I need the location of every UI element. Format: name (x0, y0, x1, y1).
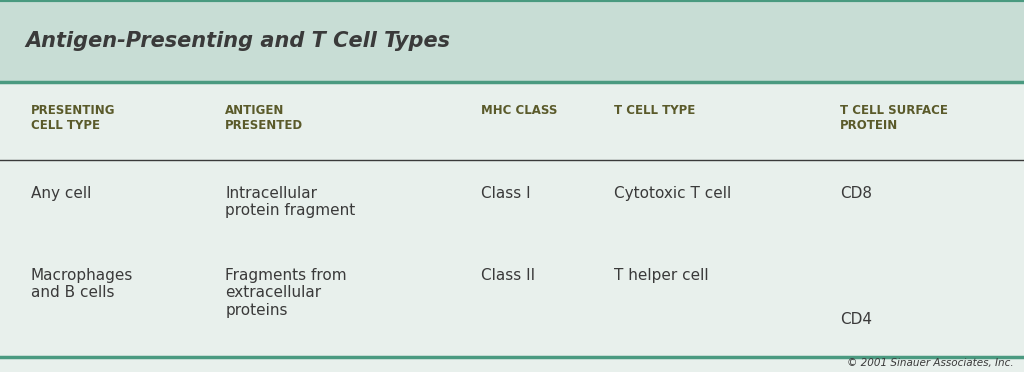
Text: Intracellular
protein fragment: Intracellular protein fragment (225, 186, 355, 218)
Text: ANTIGEN
PRESENTED: ANTIGEN PRESENTED (225, 104, 303, 132)
Text: T CELL TYPE: T CELL TYPE (614, 104, 695, 117)
Text: Class I: Class I (481, 186, 530, 201)
Text: Fragments from
extracellular
proteins: Fragments from extracellular proteins (225, 268, 347, 318)
Text: Cytotoxic T cell: Cytotoxic T cell (614, 186, 732, 201)
Text: CD8: CD8 (840, 186, 871, 201)
Text: MHC CLASS: MHC CLASS (481, 104, 558, 117)
Text: Macrophages
and B cells: Macrophages and B cells (31, 268, 133, 300)
Text: Class II: Class II (481, 268, 536, 283)
Text: T CELL SURFACE
PROTEIN: T CELL SURFACE PROTEIN (840, 104, 947, 132)
Text: PRESENTING
CELL TYPE: PRESENTING CELL TYPE (31, 104, 116, 132)
Text: T helper cell: T helper cell (614, 268, 709, 283)
Text: © 2001 Sinauer Associates, Inc.: © 2001 Sinauer Associates, Inc. (847, 358, 1014, 368)
Text: CD4: CD4 (840, 312, 871, 327)
Text: Antigen-Presenting and T Cell Types: Antigen-Presenting and T Cell Types (26, 31, 451, 51)
Text: Any cell: Any cell (31, 186, 91, 201)
FancyBboxPatch shape (0, 0, 1024, 82)
